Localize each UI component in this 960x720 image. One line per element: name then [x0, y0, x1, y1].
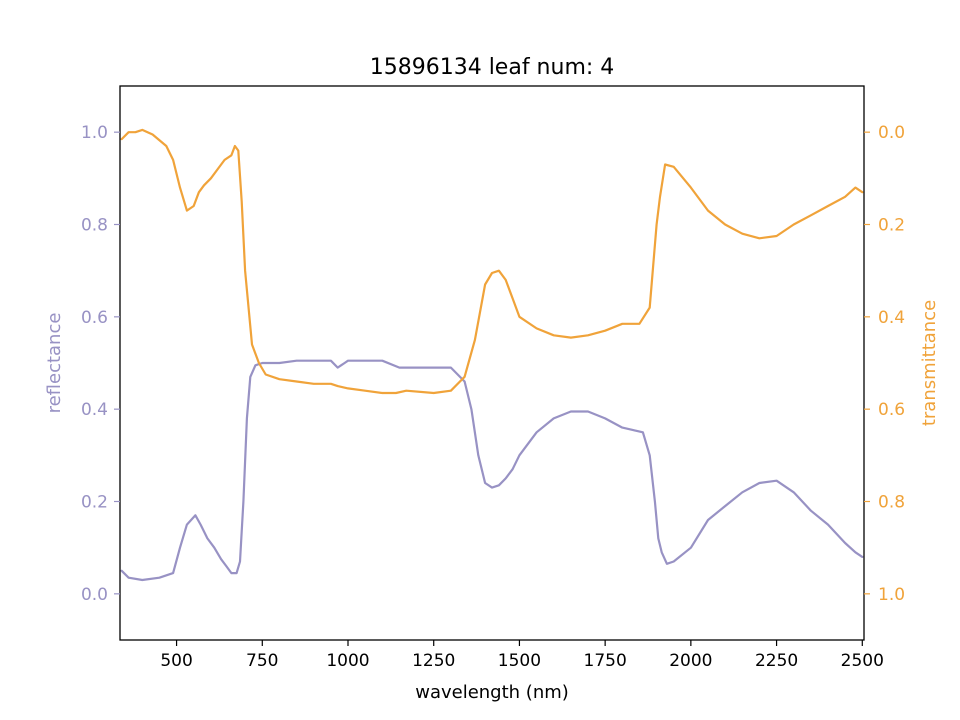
- reflectance-series-line: [120, 359, 864, 582]
- y-right-tick-label: 0.0: [878, 123, 905, 143]
- series-layer: [120, 128, 864, 582]
- y-left-axis-label: reflectance: [44, 313, 65, 414]
- x-tick-label: 1250: [412, 651, 455, 671]
- x-tick-label: 500: [160, 651, 192, 671]
- chart-title: 15896134 leaf num: 4: [370, 55, 615, 80]
- y-left-tick-label: 0.0: [81, 585, 108, 605]
- x-tick-label: 2250: [755, 651, 798, 671]
- y-left-tick-label: 0.8: [81, 216, 108, 236]
- x-tick-label: 1750: [584, 651, 627, 671]
- x-tick-label: 2500: [841, 651, 884, 671]
- y-left-tick-label: 1.0: [81, 123, 108, 143]
- x-tick-label: 750: [246, 651, 278, 671]
- y-right-axis-ticks: 0.0 0.2 0.4 0.6 0.8 1.0: [864, 123, 905, 605]
- y-right-tick-label: 0.2: [878, 216, 905, 236]
- y-left-tick-label: 0.6: [81, 308, 108, 328]
- transmittance-series-line: [120, 128, 864, 395]
- y-right-tick-label: 0.4: [878, 308, 905, 328]
- y-right-axis-label: transmittance: [919, 300, 940, 426]
- y-right-tick-label: 0.8: [878, 493, 905, 513]
- x-axis-ticks: 500 750 1000 1250 1500 1750 2000 2250 2500: [160, 640, 884, 671]
- y-right-tick-label: 0.6: [878, 400, 905, 420]
- x-tick-label: 1500: [498, 651, 541, 671]
- plot-frame: [119, 85, 865, 641]
- y-left-tick-label: 0.2: [81, 493, 108, 513]
- y-left-tick-label: 0.4: [81, 400, 108, 420]
- x-axis-label: wavelength (nm): [415, 682, 569, 703]
- y-right-tick-label: 1.0: [878, 585, 905, 605]
- x-tick-label: 1000: [326, 651, 369, 671]
- x-tick-label: 2000: [669, 651, 712, 671]
- y-left-axis-ticks: 0.0 0.2 0.4 0.6 0.8 1.0: [81, 123, 120, 605]
